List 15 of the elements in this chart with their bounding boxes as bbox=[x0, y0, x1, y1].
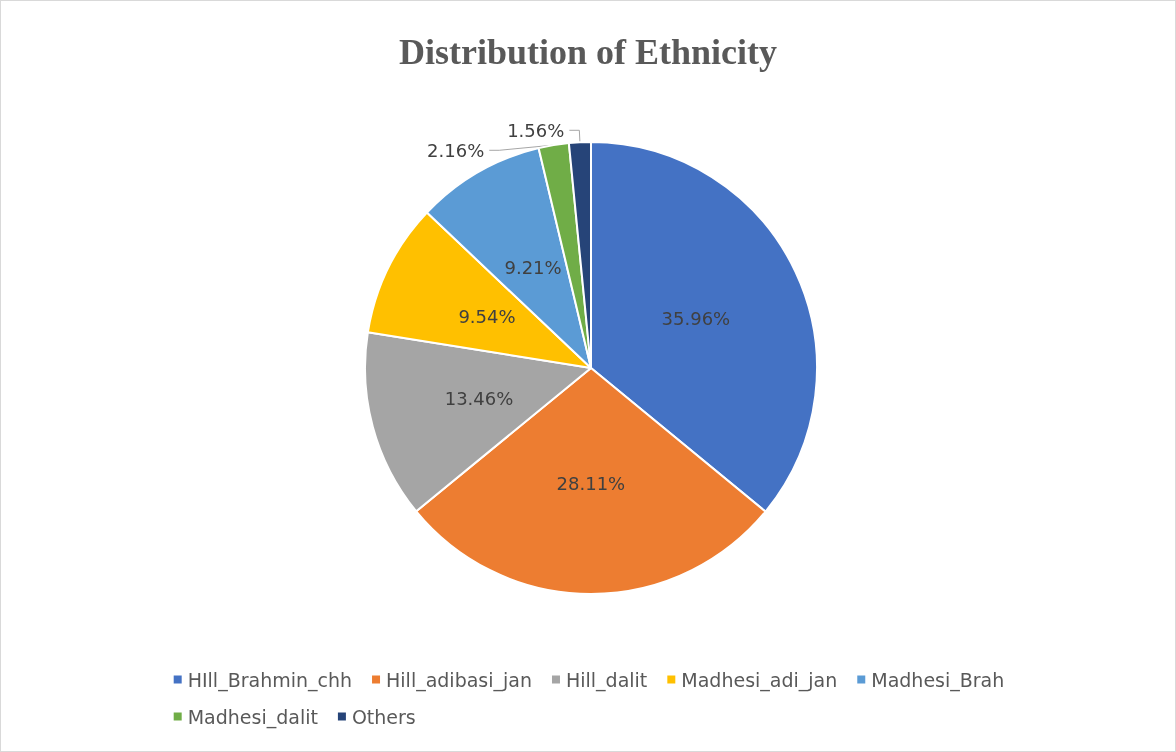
data-label: 28.11% bbox=[556, 473, 626, 495]
data-label: 1.56% bbox=[507, 119, 565, 141]
legend-label: Others bbox=[351, 705, 416, 728]
data-label: 13.46% bbox=[444, 387, 514, 409]
data-label: 35.96% bbox=[661, 307, 731, 329]
legend-label: Hill_dalit bbox=[565, 668, 648, 692]
data-label: 9.21% bbox=[504, 257, 562, 279]
legend-label: Madhesi_Brah bbox=[871, 668, 1005, 692]
data-label: 2.16% bbox=[427, 139, 485, 161]
legend-label: Madhesi_adi_jan bbox=[681, 668, 838, 692]
legend-label: HIll_Brahmin_chh bbox=[187, 668, 353, 692]
legend-label: Madhesi_dalit bbox=[187, 705, 318, 729]
chart-title: Distribution of Ethnicity bbox=[398, 32, 778, 72]
legend-label: Hill_adibasi_jan bbox=[386, 668, 532, 692]
data-label: 9.54% bbox=[458, 306, 516, 328]
